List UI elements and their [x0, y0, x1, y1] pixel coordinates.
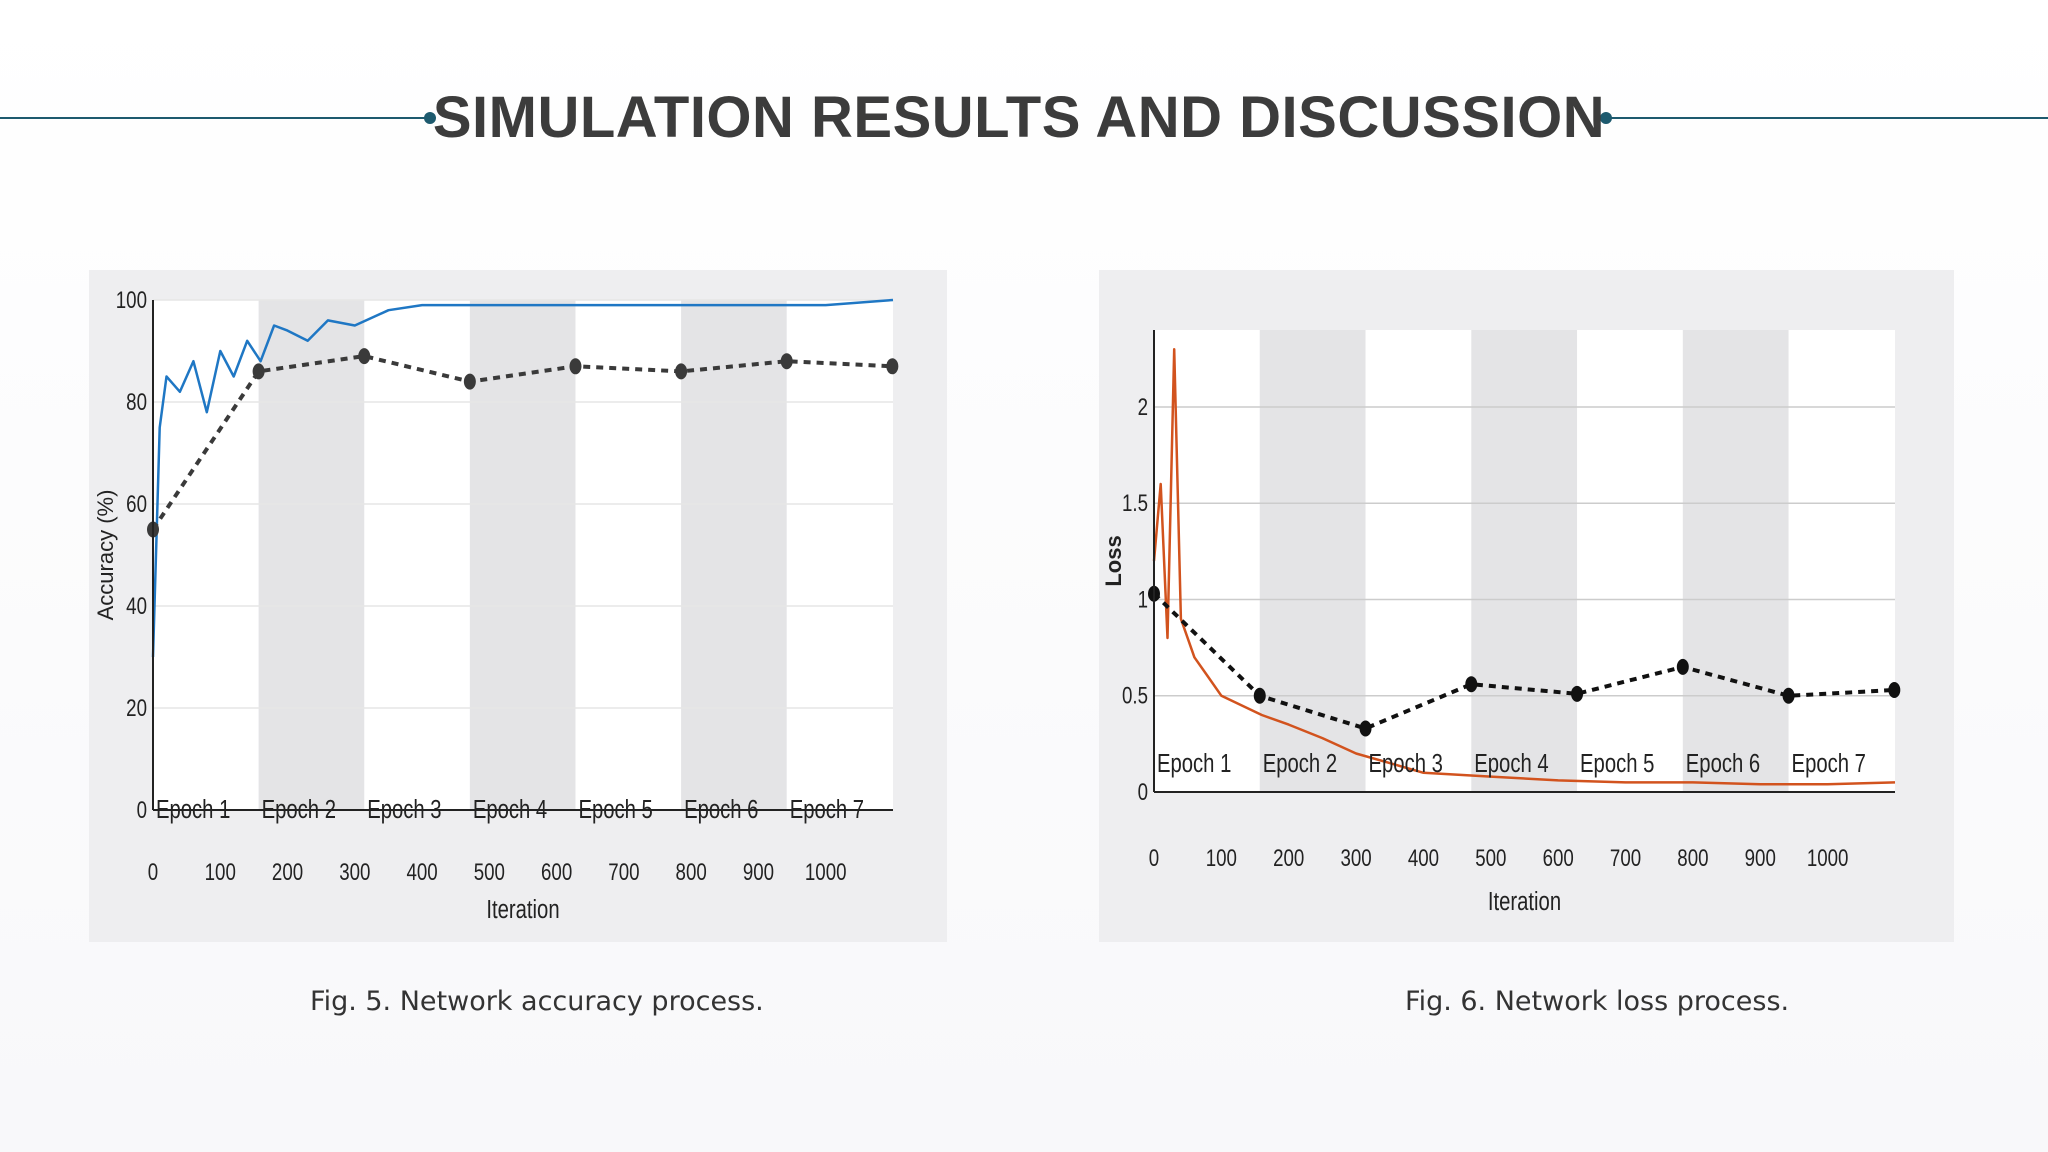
- epoch-label: Epoch 2: [1263, 749, 1337, 778]
- epoch-label: Epoch 4: [473, 795, 547, 824]
- y-tick-label: 0: [137, 797, 147, 824]
- x-tick-label: 100: [205, 859, 236, 886]
- epoch-label: Epoch 3: [1369, 749, 1443, 778]
- validation-point: [1465, 676, 1478, 693]
- page-title: SIMULATION RESULTS AND DISCUSSION: [432, 85, 1606, 150]
- validation-series-line: [151, 354, 893, 531]
- y-tick-label: 1.5: [1122, 490, 1148, 517]
- epoch-label: Epoch 2: [262, 795, 336, 824]
- x-tick-label: 700: [1610, 845, 1641, 872]
- accuracy-chart-panel: Epoch 1 Epoch 2 Epoch 3 Epoch 4 Epoch 5 Epoch…: [89, 270, 947, 942]
- y-tick-label: 60: [126, 491, 147, 518]
- epoch-label: Epoch 7: [790, 795, 864, 824]
- x-tick-label: 300: [339, 859, 370, 886]
- y-tick-label: 0.5: [1122, 683, 1148, 710]
- validation-point: [1676, 658, 1689, 675]
- epoch-band: [1471, 330, 1578, 792]
- x-axis-label: Iteration: [1488, 887, 1561, 916]
- accuracy-chart: Epoch 1 Epoch 2 Epoch 3 Epoch 4 Epoch 5 Epoch…: [93, 287, 899, 924]
- loss-caption: Fig. 6. Network loss process.: [1405, 986, 1790, 1017]
- validation-point: [463, 373, 476, 390]
- title-rule-right: [1608, 117, 2048, 119]
- epoch-label: Epoch 5: [1580, 749, 1654, 778]
- training-series-line: [151, 298, 894, 658]
- validation-point: [675, 363, 688, 380]
- validation-series-line: [1152, 592, 1895, 731]
- x-tick-label: 300: [1340, 845, 1371, 872]
- x-tick-label: 1000: [1807, 845, 1849, 872]
- y-axis-label: Loss: [1101, 535, 1126, 586]
- title-rule-left: [0, 117, 430, 119]
- y-tick-label: 80: [126, 389, 147, 416]
- title-rule-dot-right: [1600, 112, 1612, 124]
- x-tick-label: 900: [1745, 845, 1776, 872]
- y-tick-label: 40: [126, 593, 147, 620]
- epoch-band: [1682, 330, 1789, 792]
- epoch-label: Epoch 5: [578, 795, 652, 824]
- x-tick-label: 400: [406, 859, 437, 886]
- loss-chart-panel: Epoch 1 Epoch 2 Epoch 3 Epoch 4 Epoch 5 Epoch…: [1099, 270, 1954, 942]
- x-tick-label: 0: [148, 859, 158, 886]
- validation-point: [1888, 681, 1901, 698]
- epoch-label: Epoch 7: [1792, 749, 1866, 778]
- x-tick-label: 800: [1677, 845, 1708, 872]
- epoch-label: Epoch 3: [367, 795, 441, 824]
- training-series-line: [1152, 348, 1896, 786]
- x-tick-label: 800: [676, 859, 707, 886]
- x-tick-label: 0: [1149, 845, 1159, 872]
- x-tick-label: 200: [272, 859, 303, 886]
- loss-chart: Epoch 1 Epoch 2 Epoch 3 Epoch 4 Epoch 5 Epoch…: [1101, 330, 1901, 916]
- x-tick-label: 600: [1543, 845, 1574, 872]
- y-tick-label: 1: [1138, 586, 1148, 613]
- validation-point: [1253, 687, 1266, 704]
- validation-point: [780, 353, 793, 370]
- title-rule-dot-left: [424, 112, 436, 124]
- validation-point: [1571, 685, 1584, 702]
- x-tick-label: 500: [474, 859, 505, 886]
- validation-point: [252, 363, 265, 380]
- epoch-band: [681, 300, 787, 810]
- x-tick-label: 200: [1273, 845, 1304, 872]
- y-tick-label: 100: [116, 287, 147, 314]
- x-tick-label: 900: [743, 859, 774, 886]
- epoch-label: Epoch 1: [156, 795, 230, 824]
- x-tick-label: 700: [608, 859, 639, 886]
- accuracy-caption: Fig. 5. Network accuracy process.: [310, 986, 764, 1017]
- validation-point: [886, 358, 899, 375]
- epoch-band: [469, 300, 576, 810]
- y-axis-label: Accuracy (%): [93, 490, 118, 621]
- validation-point: [1782, 687, 1795, 704]
- validation-point: [569, 358, 582, 375]
- x-tick-label: 500: [1475, 845, 1506, 872]
- x-axis-label: Iteration: [486, 895, 559, 924]
- x-tick-label: 1000: [805, 859, 847, 886]
- epoch-label: Epoch 1: [1157, 749, 1231, 778]
- x-tick-label: 400: [1408, 845, 1439, 872]
- epoch-label: Epoch 6: [1686, 749, 1760, 778]
- validation-point: [1359, 720, 1372, 737]
- y-tick-label: 2: [1138, 394, 1148, 421]
- epoch-label: Epoch 6: [684, 795, 758, 824]
- x-tick-label: 600: [541, 859, 572, 886]
- epoch-band: [258, 300, 365, 810]
- epoch-label: Epoch 4: [1474, 749, 1548, 778]
- y-tick-label: 0: [1138, 779, 1148, 806]
- validation-point: [358, 348, 371, 365]
- y-tick-label: 20: [126, 695, 147, 722]
- x-tick-label: 100: [1206, 845, 1237, 872]
